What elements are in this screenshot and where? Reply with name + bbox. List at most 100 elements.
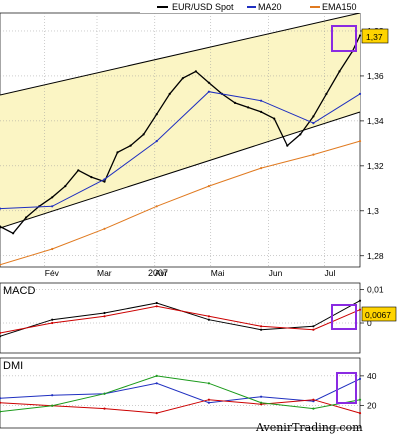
y-tick-label: 1,3	[367, 206, 379, 216]
data-point	[103, 311, 106, 315]
data-point	[312, 122, 315, 125]
channel-lower-line	[0, 111, 361, 229]
data-point	[155, 305, 158, 308]
data-point	[51, 318, 54, 321]
current-value-label: 1,37	[366, 32, 383, 42]
data-point	[129, 144, 132, 147]
data-point	[207, 185, 210, 188]
x-tick-label: Mar	[97, 268, 112, 278]
data-point	[181, 77, 184, 80]
data-point	[207, 315, 210, 318]
data-point	[51, 205, 54, 208]
data-point	[207, 81, 210, 84]
macd-title: MACD	[3, 285, 35, 297]
data-point	[312, 328, 315, 331]
data-point	[155, 412, 158, 415]
data-point	[103, 178, 106, 181]
series-line-di-	[0, 399, 361, 414]
data-point	[207, 90, 210, 93]
data-point	[260, 167, 263, 170]
data-point	[358, 377, 362, 380]
data-point	[0, 207, 2, 210]
data-point	[90, 176, 93, 179]
y-tick-label: 1,34	[367, 116, 384, 126]
legend: EUR/USD Spot MA20 EMA150	[140, 0, 362, 13]
data-point	[77, 169, 80, 172]
data-point	[0, 263, 2, 266]
macd-grid	[0, 289, 360, 324]
data-point	[116, 151, 119, 154]
x-tick-label: Jun	[269, 268, 283, 278]
y-tick-label: 1,28	[367, 251, 384, 261]
dmi-y-axis: 40 20	[360, 371, 377, 411]
price-panel: 1,381,361,341,321,31,28 1,37 FévMarAvrMa…	[0, 0, 389, 278]
data-point	[155, 205, 158, 208]
data-point	[299, 133, 302, 136]
data-point	[194, 70, 197, 73]
y-tick-label: 0	[367, 318, 372, 328]
data-point	[51, 196, 54, 199]
macd-y-axis: 0,01 0	[360, 285, 384, 328]
series-line-ma20	[0, 91, 361, 210]
price-grid	[0, 13, 360, 267]
data-point	[358, 34, 362, 37]
data-point	[260, 395, 263, 398]
data-point	[12, 232, 15, 235]
data-point	[103, 227, 106, 230]
watermark: AvenirTrading.com	[255, 421, 363, 434]
dmi-title: DMI	[3, 360, 23, 372]
data-point	[260, 110, 263, 113]
legend-label-ema150: EMA150	[322, 2, 357, 12]
price-x-axis: Fév Mar Avr Mai Jun Jul	[45, 268, 336, 278]
legend-label-spot: EUR/USD Spot	[172, 2, 234, 12]
data-point	[64, 185, 67, 188]
data-point	[142, 133, 145, 136]
data-point	[312, 398, 315, 401]
x-tick-label: Avr	[155, 268, 168, 278]
data-point	[155, 382, 158, 385]
year-label: 2007	[148, 268, 168, 278]
current-value-box	[361, 28, 389, 44]
channel-upper-line	[0, 12, 361, 96]
series-line-adx	[0, 375, 361, 413]
data-point	[358, 299, 362, 302]
data-point	[358, 140, 362, 143]
data-point	[358, 92, 362, 95]
data-point	[247, 106, 250, 109]
highlight-box-macd	[331, 304, 357, 330]
channel-fill	[0, 13, 360, 228]
data-point	[0, 401, 2, 404]
y-tick-label: 1,32	[367, 161, 384, 171]
y-tick-label: 0,01	[367, 285, 384, 295]
data-point	[103, 315, 106, 318]
y-tick-label: 20	[367, 401, 377, 411]
data-point	[325, 92, 328, 95]
data-point	[233, 101, 237, 104]
data-point	[51, 247, 54, 251]
data-point	[168, 92, 171, 95]
y-tick-label: 1,36	[367, 71, 384, 81]
highlight-box-price	[331, 25, 357, 52]
data-point	[260, 325, 263, 328]
data-point	[51, 394, 54, 397]
data-point	[207, 401, 210, 404]
data-point	[260, 99, 263, 102]
price-series-group	[0, 34, 362, 266]
data-point	[103, 392, 106, 395]
data-point	[155, 113, 158, 116]
dmi-plot-area	[0, 357, 361, 429]
data-point	[103, 407, 106, 410]
data-point	[207, 382, 210, 385]
data-point	[155, 301, 158, 305]
macd-value-label: 0,0067	[365, 310, 391, 320]
legend-label-ma20: MA20	[258, 2, 282, 12]
data-point	[0, 335, 2, 338]
x-tick-label: Mai	[211, 268, 225, 278]
data-point	[0, 331, 2, 335]
data-point	[0, 225, 2, 228]
data-point	[358, 412, 362, 415]
series-line-signal	[0, 305, 361, 334]
macd-series-group	[0, 299, 362, 338]
data-point	[312, 325, 315, 328]
